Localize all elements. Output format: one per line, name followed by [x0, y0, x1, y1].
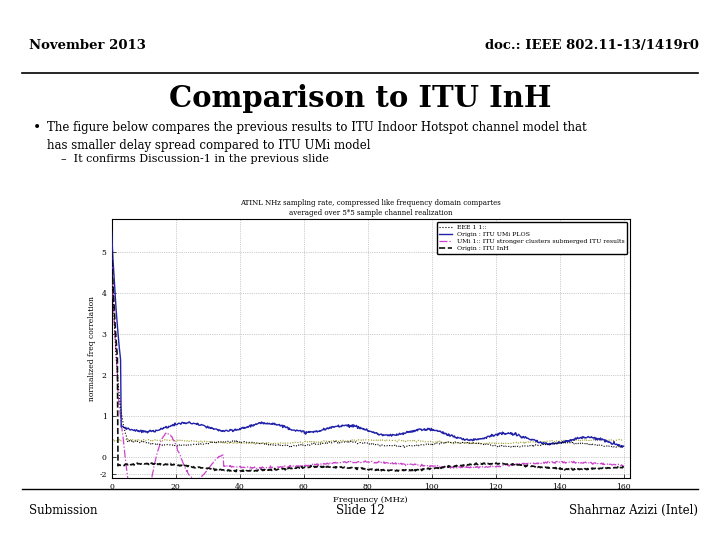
Text: –  It confirms Discussion-1 in the previous slide: – It confirms Discussion-1 in the previo…	[61, 154, 329, 164]
Text: doc.: IEEE 802.11-13/1419r0: doc.: IEEE 802.11-13/1419r0	[485, 39, 698, 52]
X-axis label: Frequency (MHz): Frequency (MHz)	[333, 496, 408, 504]
Text: Shahrnaz Azizi (Intel): Shahrnaz Azizi (Intel)	[570, 504, 698, 517]
Text: The figure below compares the previous results to ITU Indoor Hotspot channel mod: The figure below compares the previous r…	[47, 122, 586, 152]
Y-axis label: normalized freq correlation: normalized freq correlation	[89, 296, 96, 401]
Text: Submission: Submission	[29, 504, 97, 517]
Text: Slide 12: Slide 12	[336, 504, 384, 517]
Title: ATINL NHz sampling rate, compressed like frequency domain compartes
averaged ove: ATINL NHz sampling rate, compressed like…	[240, 199, 501, 217]
Legend: EEE 1 1::, Origin : ITU UMi PLOS, UMi 1:: ITU stronger clusters submerged ITU re: EEE 1 1::, Origin : ITU UMi PLOS, UMi 1:…	[436, 222, 627, 254]
Text: Comparison to ITU InH: Comparison to ITU InH	[168, 84, 552, 113]
Text: November 2013: November 2013	[29, 39, 145, 52]
Text: •: •	[32, 122, 40, 136]
